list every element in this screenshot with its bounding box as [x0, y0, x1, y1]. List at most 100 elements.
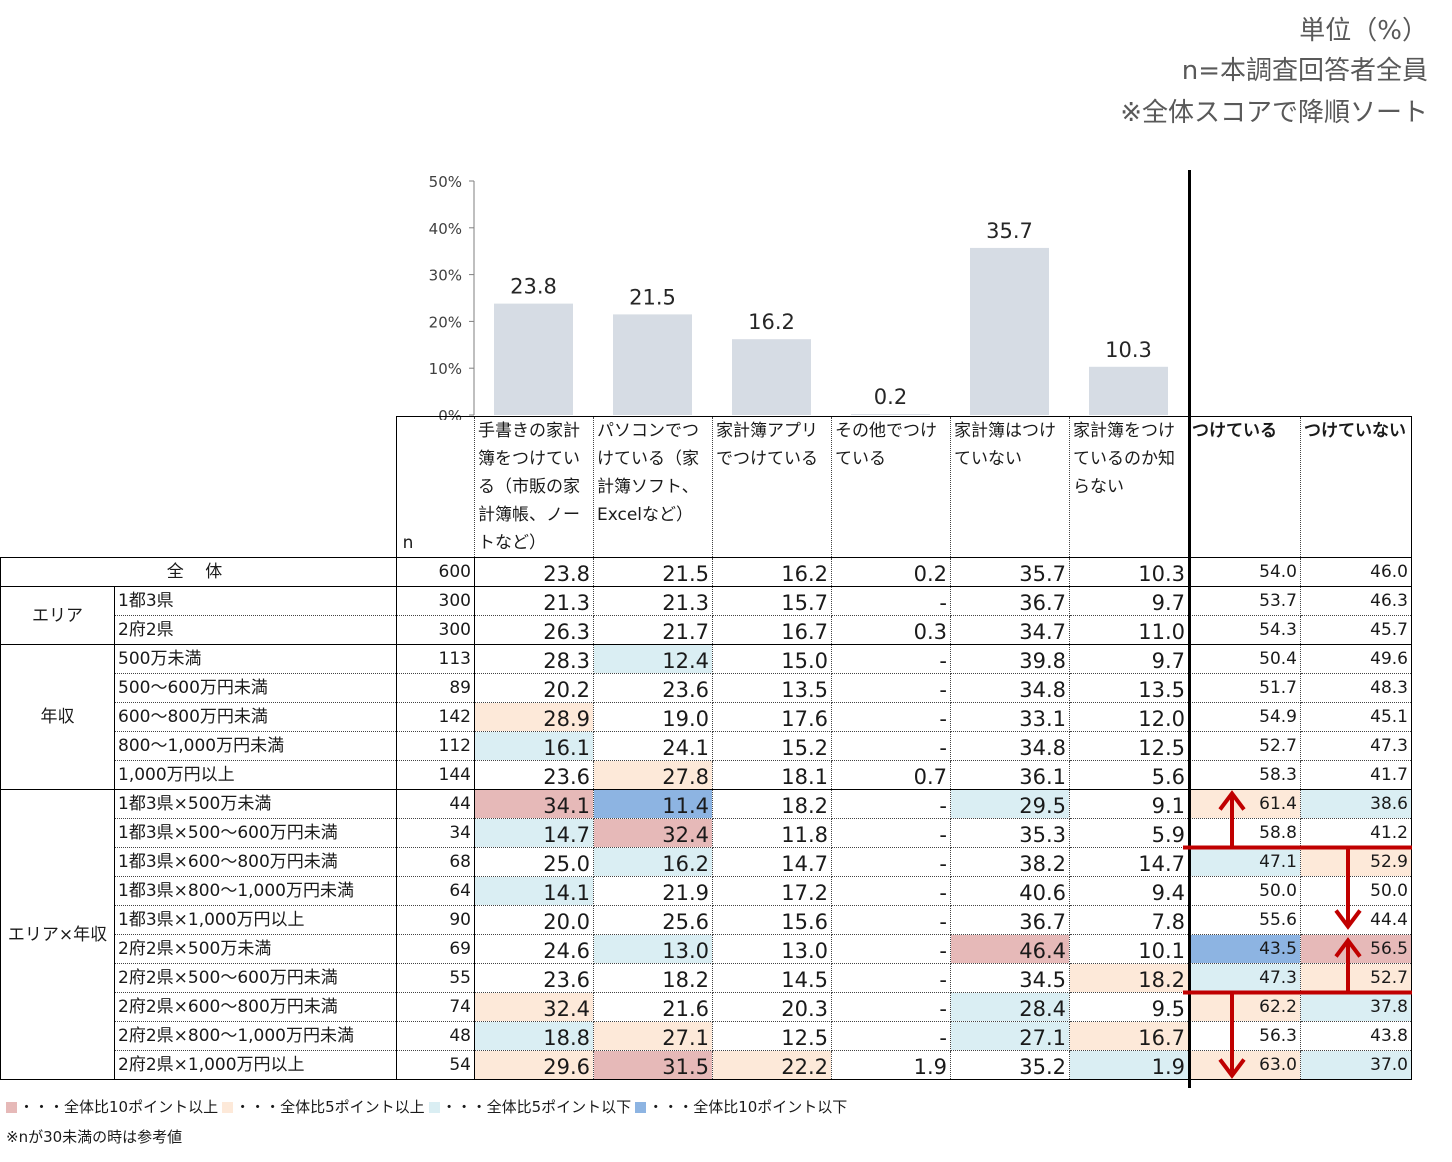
value-cell: 7.8	[1069, 905, 1189, 935]
bar	[1089, 366, 1168, 415]
table-row: 1都3県×1,000万円以上 90 20.0 25.6 15.6-36.7 7.8 55.6…	[1, 905, 1412, 935]
value-cell: 34.1	[474, 789, 594, 819]
summary-cell: 52.9	[1300, 847, 1412, 877]
bar	[970, 247, 1049, 415]
bar-data-label: 35.7	[986, 219, 1033, 243]
value-cell: 18.2	[712, 789, 832, 819]
value-cell: 27.8	[593, 760, 713, 790]
table-row: 1都3県×500～600万円未満 34 14.7 32.4 11.8-35.3 5.9 58…	[1, 818, 1412, 848]
summary-cell: 46.3	[1300, 586, 1412, 616]
value-cell: -	[831, 731, 951, 761]
n-value: 90	[396, 905, 475, 935]
legend-item: ・・・全体比5ポイント以下	[428, 1098, 631, 1116]
legend-swatch	[6, 1102, 17, 1113]
value-cell: 11.8	[712, 818, 832, 848]
value-cell: 14.7	[1069, 847, 1189, 877]
summary-cell: 46.0	[1300, 557, 1412, 587]
column-header: パソコンでつけている（家計簿ソフト、Excelなど）	[593, 416, 713, 558]
bar	[613, 314, 692, 415]
data-table: n 手書きの家計簿をつけている（市販の家計簿帳、ノートなど） パソコンでつけている（…	[0, 416, 1412, 1080]
base-note: n=本調査回答者全員	[1181, 56, 1428, 86]
n-value: 112	[396, 731, 475, 761]
summary-cell: 47.3	[1188, 963, 1301, 993]
summary-cell: 54.9	[1188, 702, 1301, 732]
value-cell: 0.2	[831, 557, 951, 587]
bar	[732, 339, 811, 415]
sort-note: ※全体スコアで降順ソート	[1120, 98, 1428, 128]
value-cell: 34.7	[950, 615, 1070, 645]
value-cell: 35.2	[950, 1050, 1070, 1080]
summary-cell: 43.8	[1300, 1021, 1412, 1051]
group-label: エリア×年収	[0, 789, 115, 1080]
value-cell: 32.4	[474, 992, 594, 1022]
value-cell: 9.5	[1069, 992, 1189, 1022]
summary-cell: 58.3	[1188, 760, 1301, 790]
value-cell: 34.8	[950, 731, 1070, 761]
value-cell: 34.5	[950, 963, 1070, 993]
row-label: 2府2県×500～600万円未満	[114, 963, 397, 993]
legend-text: ・・・全体比10ポイント以下	[648, 1098, 848, 1116]
row-label: 2府2県	[114, 615, 397, 645]
y-tick-label: 50%	[429, 173, 462, 191]
n-value: 55	[396, 963, 475, 993]
bar-data-label: 0.2	[874, 385, 907, 409]
column-header: 家計簿はつけていない	[950, 416, 1070, 558]
summary-cell: 51.7	[1188, 673, 1301, 703]
summary-cell: 37.8	[1300, 992, 1412, 1022]
row-label: 1都3県×500万未満	[114, 789, 397, 819]
row-label: 2府2県×500万未満	[114, 934, 397, 964]
value-cell: 21.9	[593, 876, 713, 906]
value-cell: 16.7	[712, 615, 832, 645]
n-value: 142	[396, 702, 475, 732]
footnote: ※nが30未満の時は参考値	[6, 1128, 183, 1146]
table-row: 1都3県×800～1,000万円未満 64 14.1 21.9 17.2-40.6 9.4…	[1, 876, 1412, 906]
bar	[494, 303, 573, 415]
summary-cell: 62.2	[1188, 992, 1301, 1022]
value-cell: 15.6	[712, 905, 832, 935]
y-tick-label: 30%	[429, 267, 462, 285]
value-cell: -	[831, 702, 951, 732]
summary-cell: 37.0	[1300, 1050, 1412, 1080]
value-cell: 39.8	[950, 644, 1070, 674]
value-cell: 26.3	[474, 615, 594, 645]
row-label: 1都3県×500～600万円未満	[114, 818, 397, 848]
bar	[851, 414, 930, 415]
summary-cell: 41.2	[1300, 818, 1412, 848]
table-row: エリア×年収 1都3県×500万未満 44 34.1 11.4 18.2-29.5 9.1 6…	[0, 789, 1412, 1080]
value-cell: 15.7	[712, 586, 832, 616]
group-label: エリア	[0, 586, 115, 645]
legend-swatch	[428, 1102, 440, 1113]
value-cell: 29.6	[474, 1050, 594, 1080]
header-blank	[0, 416, 397, 558]
value-cell: 18.2	[593, 963, 713, 993]
summary-header: つけていない	[1300, 416, 1412, 558]
value-cell: -	[831, 789, 951, 819]
row-label: 1,000万円以上	[114, 760, 397, 790]
value-cell: 17.2	[712, 876, 832, 906]
table-row: エリア 1都3県 300 21.3 21.3 15.7-36.7 9.7 53.7 46.3	[0, 586, 1412, 645]
value-cell: 16.2	[593, 847, 713, 877]
summary-cell: 55.6	[1188, 905, 1301, 935]
value-cell: 22.2	[712, 1050, 832, 1080]
value-cell: 18.1	[712, 760, 832, 790]
summary-cell: 41.7	[1300, 760, 1412, 790]
value-cell: 25.0	[474, 847, 594, 877]
value-cell: 18.8	[474, 1021, 594, 1051]
value-cell: 35.7	[950, 557, 1070, 587]
value-cell: 32.4	[593, 818, 713, 848]
value-cell: 0.3	[831, 615, 951, 645]
n-value: 69	[396, 934, 475, 964]
n-value: 44	[396, 789, 475, 819]
value-cell: 14.1	[474, 876, 594, 906]
summary-cell: 52.7	[1300, 963, 1412, 993]
value-cell: 9.7	[1069, 644, 1189, 674]
value-cell: 20.3	[712, 992, 832, 1022]
table-row: 1,000万円以上 144 23.6 27.8 18.1 0.7 36.1 5.6 58.3 41…	[1, 760, 1412, 790]
value-cell: 40.6	[950, 876, 1070, 906]
value-cell: 27.1	[593, 1021, 713, 1051]
n-value: 74	[396, 992, 475, 1022]
column-header: 家計簿をつけているのか知らない	[1069, 416, 1189, 558]
y-tick-label: 10%	[429, 360, 462, 378]
table-row: 2府2県×800～1,000万円未満 48 18.8 27.1 12.5-27.1 16.…	[1, 1021, 1412, 1051]
value-cell: 36.1	[950, 760, 1070, 790]
